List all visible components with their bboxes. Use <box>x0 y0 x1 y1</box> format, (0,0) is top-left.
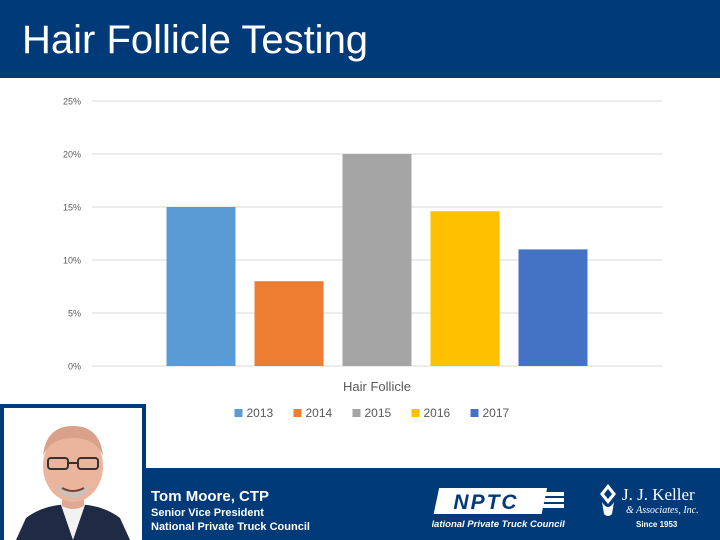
title-bar: Hair Follicle Testing <box>0 0 720 78</box>
y-tick-label: 25% <box>63 97 81 107</box>
jjkeller-since: Since 1953 <box>636 520 678 529</box>
nptc-logo-mark: NPTC <box>453 491 518 514</box>
y-tick-label: 20% <box>63 150 81 160</box>
legend-swatch-2016 <box>411 409 420 417</box>
y-tick-label: 15% <box>63 203 81 213</box>
legend-label-2013: 2013 <box>247 406 274 420</box>
x-category-label: Hair Follicle <box>343 379 411 394</box>
bar-2017 <box>518 249 588 366</box>
presenter-photo-frame <box>0 404 146 540</box>
legend-label-2015: 2015 <box>365 406 392 420</box>
jjkeller-logo: J. J. Keller & Associates, Inc. Since 19… <box>600 484 699 529</box>
y-tick-labels: 0% 5% 10% 15% 20% 25% <box>63 97 81 372</box>
chart-bars <box>166 154 588 366</box>
legend-label-2017: 2017 <box>483 406 510 420</box>
bar-2013 <box>166 207 236 366</box>
legend-swatch-2015 <box>352 409 361 417</box>
presenter-portrait-icon <box>16 426 130 540</box>
y-tick-label: 10% <box>63 256 81 266</box>
legend-swatch-2017 <box>470 409 479 417</box>
legend-swatch-2013 <box>234 409 243 417</box>
page-title: Hair Follicle Testing <box>22 18 369 62</box>
bar-2016 <box>430 211 500 366</box>
legend-label-2016: 2016 <box>424 406 451 420</box>
jjkeller-sub: & Associates, Inc. <box>626 505 699 516</box>
bar-2015 <box>342 154 412 366</box>
y-tick-label: 0% <box>68 362 81 372</box>
bar-2014 <box>254 281 324 366</box>
presenter-photo <box>4 408 142 540</box>
nptc-logo-tagline: National Private Truck Council <box>432 519 565 530</box>
y-tick-label: 5% <box>68 309 81 319</box>
nptc-logo: NPTC National Private Truck Council <box>432 488 565 530</box>
presenter-organization: National Private Truck Council <box>151 521 310 533</box>
presenter-role: Senior Vice President <box>151 507 264 519</box>
bar-chart: 0%5%10%15%20%25% Hair Follicle 2013 2014 2… <box>63 97 662 420</box>
jjkeller-name: J. J. Keller <box>622 485 695 504</box>
presenter-name: Tom Moore, CTP <box>151 488 270 505</box>
jjkeller-emblem-icon <box>600 484 616 516</box>
legend-swatch-2014 <box>293 409 302 417</box>
legend-label-2014: 2014 <box>306 406 333 420</box>
chart-legend: 2013 2014 2015 2016 2017 <box>234 406 510 420</box>
